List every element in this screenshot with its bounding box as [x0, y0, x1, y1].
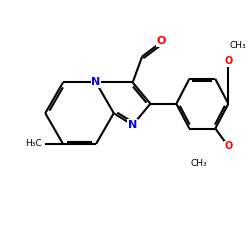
Text: N: N	[92, 78, 101, 88]
Text: CH₃: CH₃	[230, 42, 246, 50]
Text: CH₃: CH₃	[190, 160, 207, 168]
Text: O: O	[156, 36, 166, 46]
Text: O: O	[224, 56, 232, 66]
Text: O: O	[224, 141, 232, 151]
Text: H₃C: H₃C	[25, 140, 42, 148]
Text: N: N	[128, 120, 137, 130]
